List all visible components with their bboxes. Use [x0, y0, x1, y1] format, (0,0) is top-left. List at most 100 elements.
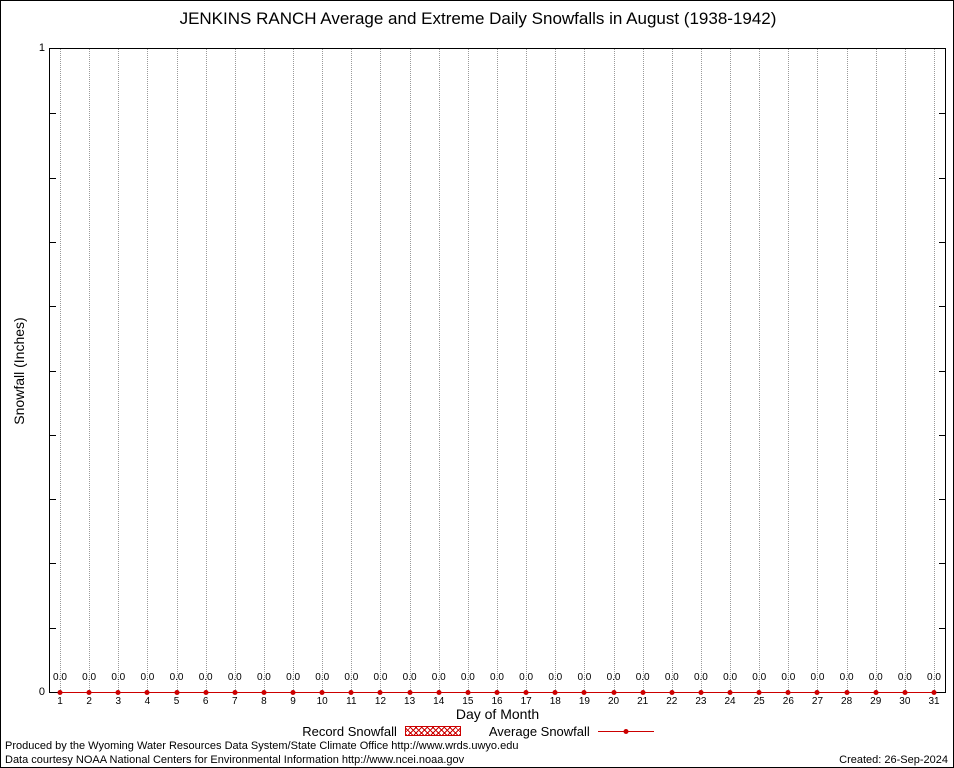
day-gridline: [409, 49, 411, 692]
x-tick-label: 20: [607, 696, 620, 707]
value-label: 0.0: [490, 672, 504, 683]
average-point-marker: [436, 690, 442, 695]
day-gridline: [788, 49, 790, 692]
y-tick-label-max: 1: [38, 42, 45, 54]
x-tick-label: 26: [782, 696, 794, 707]
average-point-marker: [319, 690, 325, 695]
x-tick-label: 23: [695, 696, 707, 707]
average-point-marker: [86, 690, 92, 695]
y-minor-tick: [939, 563, 945, 565]
value-label: 0.0: [256, 672, 271, 683]
x-tick-label: 29: [870, 696, 882, 707]
average-point-marker: [669, 690, 675, 695]
x-tick-label: 18: [549, 696, 561, 707]
day-gridline: [380, 49, 382, 692]
x-tick-label: 31: [928, 696, 940, 707]
value-label: 0.0: [402, 672, 417, 683]
legend-item-average: Average Snowfall: [489, 724, 654, 739]
average-point-marker: [377, 690, 383, 695]
average-point-marker: [203, 690, 209, 695]
day-gridline: [671, 49, 673, 692]
value-label: 0.0: [868, 672, 883, 683]
x-tick-label: 17: [520, 696, 532, 707]
day-gridline: [904, 49, 906, 692]
value-label: 0.0: [315, 672, 330, 683]
footer-data-courtesy: Data courtesy NOAA National Centers for …: [5, 754, 465, 766]
value-label: 0.0: [781, 672, 796, 683]
day-gridline: [497, 49, 498, 692]
average-point-marker: [611, 690, 617, 695]
x-tick-label: 27: [811, 696, 824, 707]
footer-produced-by: Produced by the Wyoming Water Resources …: [5, 740, 519, 752]
y-tick-label-min: 0: [38, 686, 45, 698]
day-gridline: [293, 49, 295, 692]
value-label: 0.0: [635, 672, 650, 683]
y-minor-tick: [50, 177, 56, 179]
average-point-marker: [640, 690, 646, 695]
day-gridline: [322, 49, 324, 692]
day-gridline: [60, 49, 61, 692]
value-label: 0.0: [752, 672, 767, 683]
x-tick-label: 4: [144, 696, 151, 707]
value-label: 0.0: [693, 672, 708, 683]
average-point-marker: [785, 690, 791, 695]
value-label: 0.0: [140, 672, 155, 683]
day-gridline: [613, 49, 615, 692]
average-point-marker: [727, 690, 733, 695]
y-minor-tick: [50, 113, 56, 115]
footer-created-date: Created: 26-Sep-2024: [839, 754, 948, 766]
day-gridline: [526, 49, 528, 692]
value-label: 0.0: [606, 672, 621, 683]
x-tick-labels: 1 2 3 4 5 6 7 8 9 10 11 12 13 14 15 16 17 18 19 20 21 22 23 24 2…: [50, 696, 945, 708]
value-label: 0.0: [664, 672, 679, 683]
legend-record-label: Record Snowfall: [302, 723, 397, 739]
x-tick-label: 16: [491, 696, 503, 707]
y-minor-tick: [939, 306, 945, 308]
y-axis-title: Snowfall (Inches): [11, 317, 27, 425]
x-tick-label: 24: [724, 696, 736, 707]
value-label: 0.0: [373, 672, 388, 683]
average-point-marker: [756, 690, 762, 695]
y-minor-tick: [50, 627, 56, 629]
day-gridline: [555, 49, 557, 692]
record-hatch-swatch-icon: [404, 726, 461, 736]
y-minor-tick: [939, 499, 945, 501]
average-point-marker: [144, 690, 150, 695]
value-label: 0.0: [82, 672, 97, 683]
value-label: 0.0: [519, 672, 534, 683]
x-tick-label: 13: [404, 696, 416, 707]
day-gridline: [759, 49, 761, 692]
average-point-marker: [407, 690, 413, 695]
value-label: 0.0: [431, 672, 446, 683]
value-label: 0.0: [927, 672, 941, 683]
day-gridline: [730, 49, 732, 692]
average-point-marker: [232, 690, 238, 695]
day-gridline: [642, 49, 644, 692]
value-label: 0.0: [839, 672, 854, 683]
legend: Record Snowfall Average Snowfall: [1, 723, 953, 739]
value-label: 0.0: [111, 672, 126, 683]
x-axis-title: Day of Month: [455, 706, 540, 722]
y-minor-tick: [939, 370, 945, 372]
x-tick-label: 10: [316, 696, 328, 707]
y-minor-tick: [50, 434, 56, 436]
day-gridline: [934, 49, 935, 692]
value-label: 0.0: [723, 672, 738, 683]
x-tick-label: 22: [666, 696, 678, 707]
x-tick-label: 14: [433, 696, 445, 707]
average-point-marker: [174, 690, 180, 695]
chart-title: JENKINS RANCH Average and Extreme Daily …: [179, 9, 777, 28]
x-tick-label: 6: [202, 696, 209, 707]
day-gridline: [467, 49, 469, 692]
average-point-marker: [348, 690, 354, 695]
y-minor-tick: [939, 627, 945, 629]
value-label: 0.0: [548, 672, 563, 683]
average-point-marker: [261, 690, 267, 695]
average-point-marker: [57, 690, 63, 695]
average-point-marker: [115, 690, 121, 695]
day-gridline: [263, 49, 265, 692]
x-tick-label: 5: [173, 696, 180, 707]
value-label: 0.0: [53, 672, 67, 683]
x-tick-label: 28: [841, 696, 853, 707]
x-tick-label: 30: [899, 696, 911, 707]
